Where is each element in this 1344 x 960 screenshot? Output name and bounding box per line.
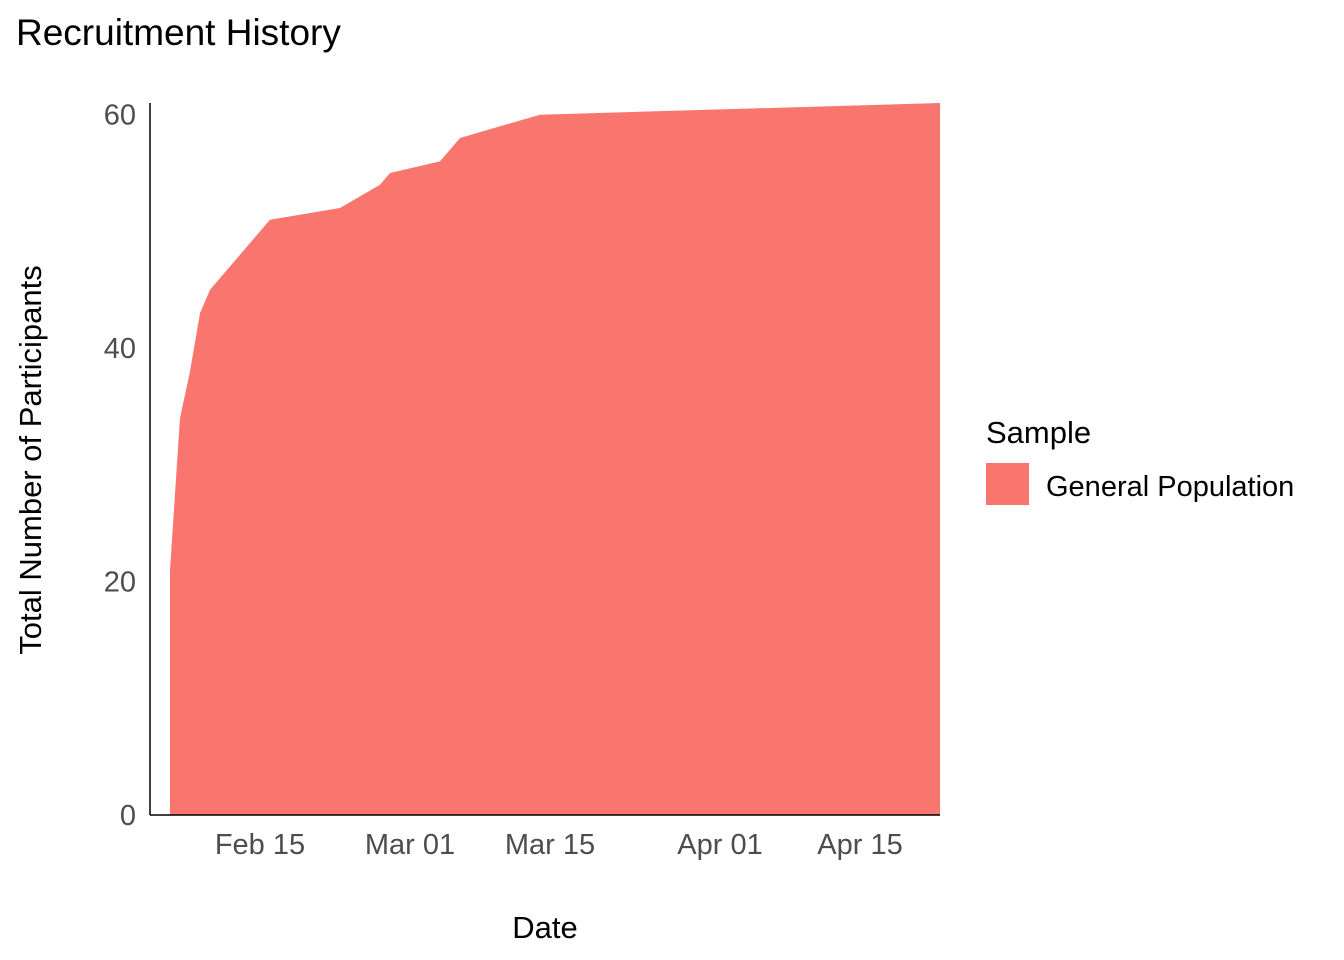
- x-axis: Feb 15 Mar 01 Mar 15 Apr 01 Apr 15: [150, 814, 940, 861]
- area-series-general-population: [170, 103, 940, 815]
- x-tick-label: Apr 15: [817, 829, 902, 861]
- x-tick-label: Mar 15: [505, 829, 595, 861]
- x-tick-label: Apr 01: [677, 829, 762, 861]
- y-tick-label: 0: [120, 800, 136, 832]
- y-tick-label: 40: [104, 333, 136, 365]
- legend-label-general-population: General Population: [1046, 471, 1294, 503]
- x-tick-label: Feb 15: [215, 829, 305, 861]
- chart-title: Recruitment History: [16, 12, 341, 53]
- plot-area: [170, 103, 940, 815]
- x-axis-title: Date: [512, 910, 577, 945]
- legend-title: Sample: [986, 415, 1091, 450]
- y-tick-label: 60: [104, 100, 136, 132]
- y-tick-label: 20: [104, 567, 136, 599]
- x-tick-label: Mar 01: [365, 829, 455, 861]
- y-axis-title: Total Number of Participants: [13, 265, 48, 654]
- y-axis: 0 20 40 60: [104, 100, 151, 832]
- legend-key-general-population: [986, 463, 1029, 505]
- legend: Sample General Population: [986, 415, 1294, 505]
